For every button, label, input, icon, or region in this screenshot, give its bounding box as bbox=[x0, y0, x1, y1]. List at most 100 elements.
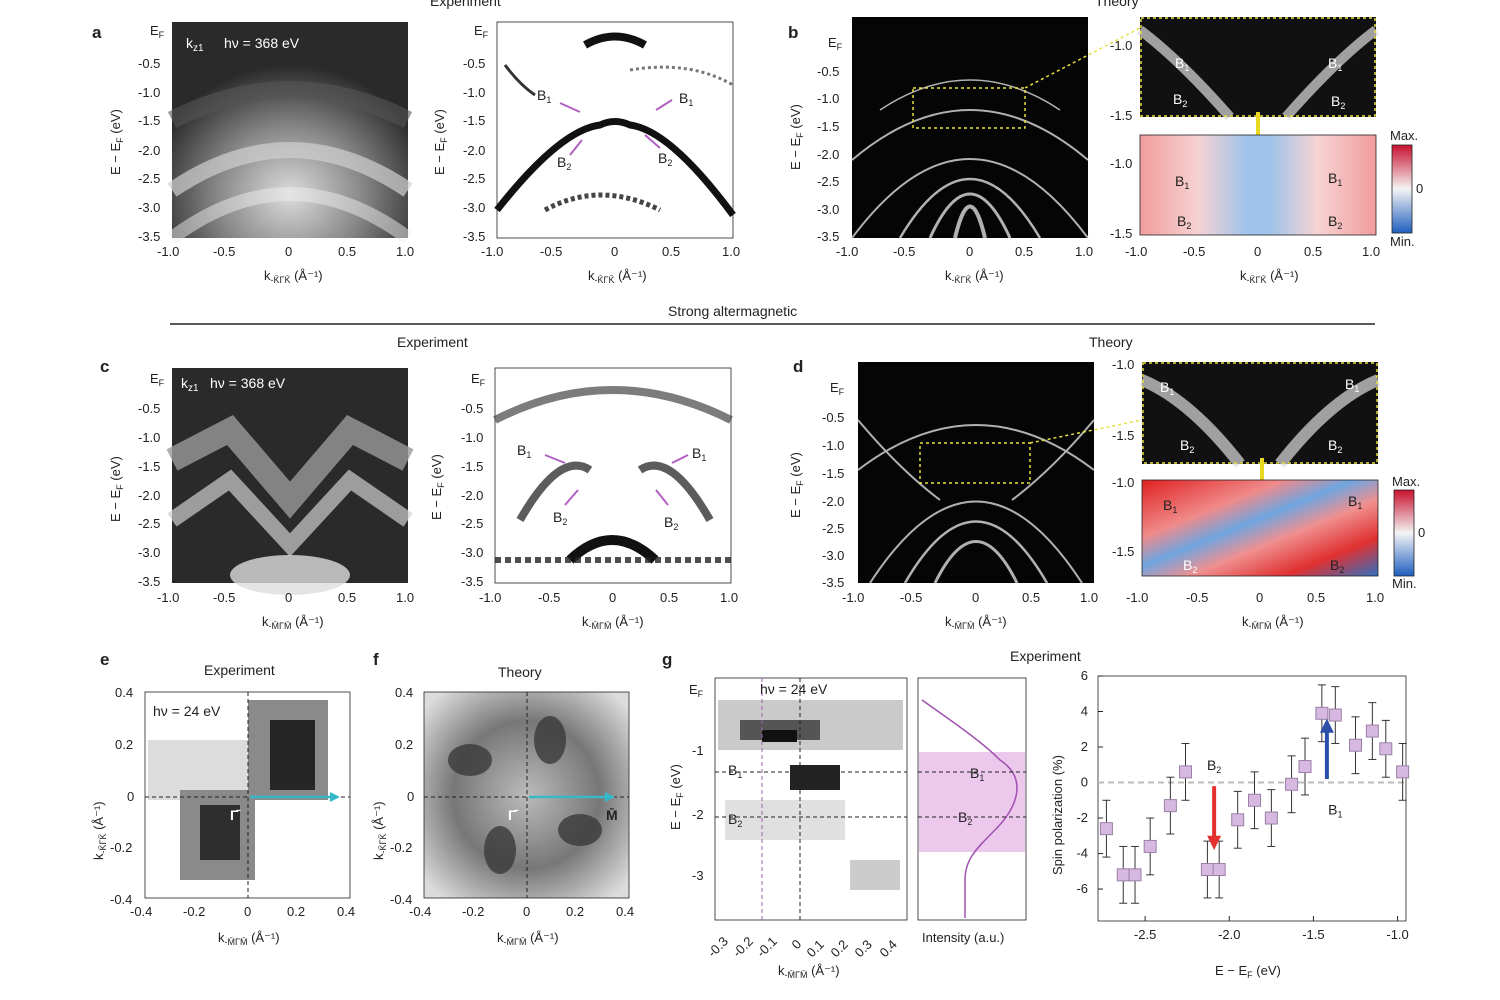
svg-text:k-M̄ΓM̄ (Å⁻¹): k-M̄ΓM̄ (Å⁻¹) bbox=[1242, 614, 1304, 631]
svg-text:E − EF (eV): E − EF (eV) bbox=[108, 456, 125, 522]
svg-text:-1.0: -1.0 bbox=[157, 244, 179, 259]
svg-text:-1.0: -1.0 bbox=[1110, 156, 1132, 171]
svg-text:-1: -1 bbox=[692, 743, 704, 758]
top-theory-title: Theory bbox=[1095, 0, 1139, 9]
y-tick-label: 4 bbox=[1081, 704, 1088, 719]
svg-text:k-M̄ΓM̄ (Å⁻¹): k-M̄ΓM̄ (Å⁻¹) bbox=[218, 930, 280, 947]
svg-text:-3: -3 bbox=[692, 868, 704, 883]
svg-text:B1: B1 bbox=[728, 762, 742, 780]
svg-text:-3.5: -3.5 bbox=[461, 574, 483, 589]
svg-text:-3.0: -3.0 bbox=[463, 200, 485, 215]
panel-a-ef-label: EF bbox=[150, 23, 165, 40]
svg-text:-0.5: -0.5 bbox=[900, 590, 922, 605]
svg-text:B1: B1 bbox=[1160, 379, 1174, 397]
svg-text:B2: B2 bbox=[553, 509, 567, 527]
panel-g-intensity: B1 B2 Intensity (a.u.) bbox=[917, 677, 1027, 945]
svg-text:-3.0: -3.0 bbox=[822, 548, 844, 563]
panel-label-a: a bbox=[92, 23, 102, 42]
y-tick-label: -4 bbox=[1076, 846, 1088, 861]
svg-text:M̄: M̄ bbox=[606, 806, 618, 823]
svg-text:0.5: 0.5 bbox=[1022, 590, 1040, 605]
svg-text:k-M̄ΓM̄ (Å⁻¹): k-M̄ΓM̄ (Å⁻¹) bbox=[582, 614, 644, 631]
svg-text:-0.2: -0.2 bbox=[390, 840, 412, 855]
svg-text:-2.5: -2.5 bbox=[138, 171, 160, 186]
svg-text:-0.2: -0.2 bbox=[110, 840, 132, 855]
panel-g-title: Experiment bbox=[1010, 648, 1081, 664]
svg-text:hν = 24 eV: hν = 24 eV bbox=[153, 703, 221, 719]
panel-a2-b2-left: B2 bbox=[557, 154, 571, 172]
svg-text:-0.5: -0.5 bbox=[893, 244, 915, 259]
svg-text:0: 0 bbox=[407, 789, 414, 804]
y-tick-label: -6 bbox=[1076, 881, 1088, 896]
panel-label-d: d bbox=[793, 357, 803, 376]
top-experiment-title: Experiment bbox=[430, 0, 501, 9]
svg-text:B2: B2 bbox=[1180, 437, 1194, 455]
svg-text:-3.5: -3.5 bbox=[822, 575, 844, 590]
svg-text:kz1: kz1 bbox=[181, 375, 199, 394]
svg-text:-1.0: -1.0 bbox=[157, 590, 179, 605]
panel-c-arpes: kz1 hν = 368 eV bbox=[166, 368, 414, 595]
svg-text:-3.0: -3.0 bbox=[138, 200, 160, 215]
svg-text:-1.5: -1.5 bbox=[1112, 544, 1134, 559]
panel-d-inset-top: B1 B2 B1 B2 -1.0 -1.5 bbox=[1112, 357, 1381, 468]
svg-text:-2.0: -2.0 bbox=[138, 143, 160, 158]
up-arrow-head bbox=[1319, 718, 1334, 733]
data-point bbox=[1163, 799, 1177, 813]
svg-text:k-M̄ΓM̄ (Å⁻¹): k-M̄ΓM̄ (Å⁻¹) bbox=[497, 930, 559, 947]
svg-text:0.5: 0.5 bbox=[1015, 244, 1033, 259]
svg-text:-3.0: -3.0 bbox=[461, 545, 483, 560]
panel-d-colorbar: Max. 0 Min. bbox=[1392, 474, 1425, 591]
svg-text:B1: B1 bbox=[1163, 497, 1177, 515]
data-point bbox=[1298, 760, 1312, 774]
data-point bbox=[1349, 738, 1363, 752]
svg-text:1.0: 1.0 bbox=[1075, 244, 1093, 259]
panel-label-b: b bbox=[788, 23, 798, 42]
svg-text:0: 0 bbox=[523, 904, 530, 919]
svg-text:0: 0 bbox=[285, 590, 292, 605]
panel-g-spectrum: hν = 24 eV B1 B2 bbox=[714, 677, 908, 921]
svg-text:-0.5: -0.5 bbox=[213, 244, 235, 259]
svg-text:-2.5: -2.5 bbox=[138, 516, 160, 531]
svg-text:-0.4: -0.4 bbox=[409, 904, 431, 919]
y-tick-label: 0 bbox=[1081, 775, 1088, 790]
svg-text:-1.0: -1.0 bbox=[1125, 244, 1147, 259]
svg-text:-0.5: -0.5 bbox=[1183, 244, 1205, 259]
data-point bbox=[1379, 742, 1393, 756]
svg-text:B2: B2 bbox=[1328, 213, 1342, 231]
svg-text:-1.0: -1.0 bbox=[1112, 475, 1134, 490]
x-tick-label: -2.5 bbox=[1134, 927, 1156, 942]
panel-b-inset-diff: B1 B2 B1 B2 -1.0 -1.5 -1.0 -0.5 0 0.5 1.… bbox=[1110, 134, 1380, 285]
svg-text:0: 0 bbox=[285, 244, 292, 259]
svg-text:-1.0: -1.0 bbox=[1126, 590, 1148, 605]
panel-a-axes: EF -0.5 -1.0 -1.5 -2.0 -2.5 -3.0 -3.5 -1… bbox=[108, 23, 414, 285]
panel-label-e: e bbox=[100, 650, 109, 669]
svg-text:-1.5: -1.5 bbox=[1110, 226, 1132, 241]
data-point bbox=[1328, 708, 1342, 722]
svg-text:B2: B2 bbox=[1183, 557, 1197, 575]
mid-experiment-title: Experiment bbox=[397, 334, 468, 350]
svg-text:-1.0: -1.0 bbox=[836, 244, 858, 259]
svg-text:0: 0 bbox=[789, 936, 805, 952]
svg-text:0.2: 0.2 bbox=[828, 937, 851, 960]
panel-f-momentum-map: Γ̄ M̄ bbox=[423, 691, 630, 899]
svg-text:-1.0: -1.0 bbox=[817, 91, 839, 106]
svg-text:-0.3: -0.3 bbox=[705, 934, 731, 960]
y-tick-label: 2 bbox=[1081, 739, 1088, 754]
svg-text:-1.5: -1.5 bbox=[138, 459, 160, 474]
svg-text:EF: EF bbox=[828, 35, 843, 52]
panel-a-ylabel: E − EF (eV) bbox=[108, 109, 125, 175]
panel-d-inset-diff: B1 B2 B1 B2 -1.0 -1.5 -1.0 -0.5 0 0.5 1.… bbox=[1112, 475, 1384, 631]
svg-text:Max.: Max. bbox=[1392, 474, 1420, 489]
svg-text:0: 0 bbox=[1256, 590, 1263, 605]
svg-text:0.4: 0.4 bbox=[877, 937, 900, 960]
panel-c2-axes: EF -0.5 -1.0 -1.5 -2.0 -2.5 -3.0 -3.5 -1… bbox=[429, 371, 738, 631]
svg-text:-2.5: -2.5 bbox=[463, 171, 485, 186]
svg-text:E − EF (eV): E − EF (eV) bbox=[668, 764, 685, 830]
data-point bbox=[1285, 777, 1299, 791]
data-point bbox=[1143, 839, 1157, 853]
data-point bbox=[1128, 868, 1142, 882]
panel-e-title: Experiment bbox=[204, 662, 275, 678]
svg-text:Min.: Min. bbox=[1390, 234, 1415, 249]
svg-text:B1: B1 bbox=[1345, 376, 1359, 394]
svg-text:B2: B2 bbox=[1173, 91, 1187, 109]
